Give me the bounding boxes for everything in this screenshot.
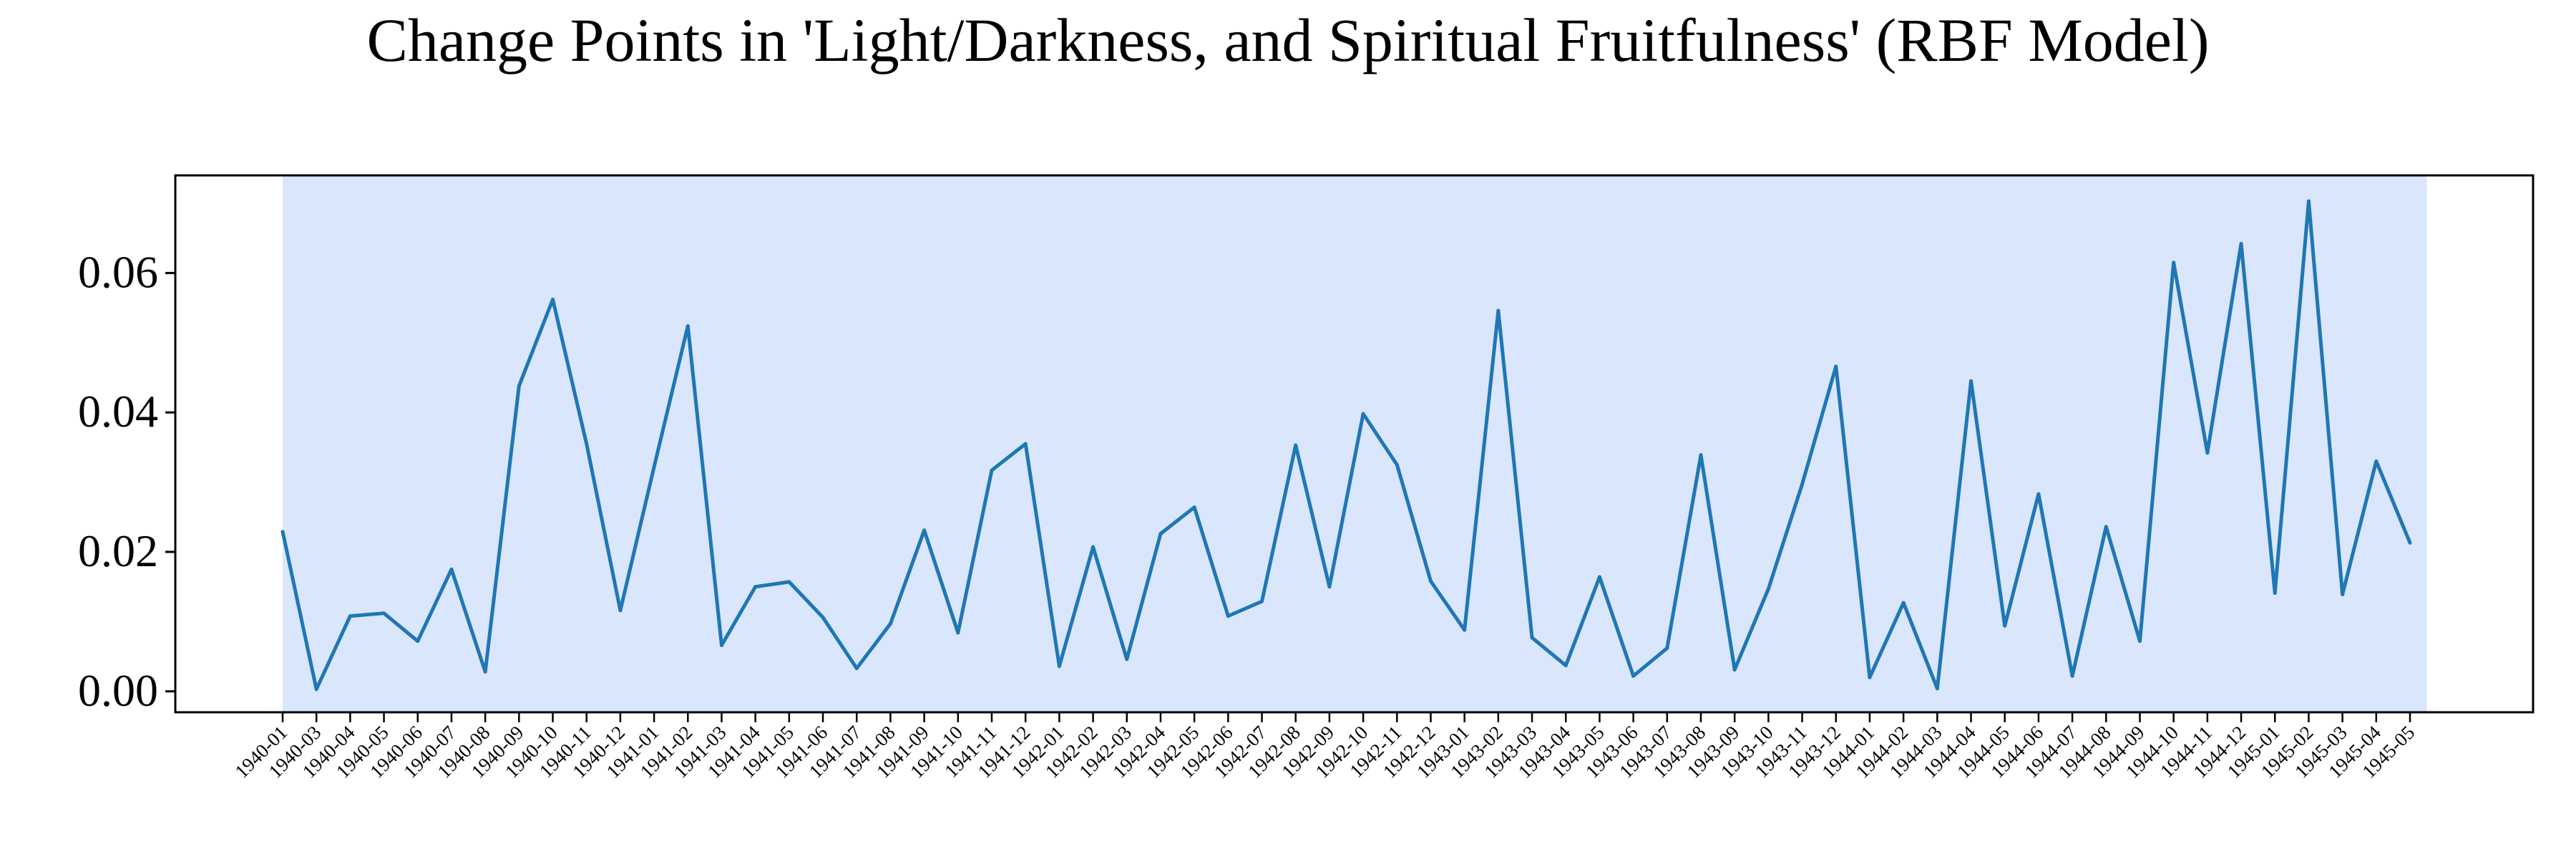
data-point xyxy=(652,465,656,469)
data-point xyxy=(719,643,723,647)
data-point xyxy=(1800,482,1805,486)
axes-frame xyxy=(174,174,2534,714)
data-point xyxy=(1023,442,1028,446)
y-tick-label: 0.06 xyxy=(78,246,158,297)
data-point xyxy=(1969,379,1974,383)
data-point xyxy=(2070,674,2074,678)
shaded-region xyxy=(283,175,2427,712)
data-point xyxy=(382,611,386,616)
data-point xyxy=(314,687,318,691)
data-point xyxy=(2003,623,2007,628)
data-point xyxy=(1631,674,1636,678)
data-point xyxy=(854,666,859,671)
data-point xyxy=(2306,199,2311,203)
series-line xyxy=(280,199,2412,691)
data-point xyxy=(618,608,623,613)
data-point xyxy=(787,580,791,584)
data-point xyxy=(1463,628,1467,632)
data-point xyxy=(686,324,690,328)
y-tick-label: 0.02 xyxy=(78,525,158,576)
data-point xyxy=(1428,579,1433,583)
data-point xyxy=(922,528,927,533)
data-point xyxy=(1395,462,1399,467)
data-point xyxy=(990,468,994,472)
data-point xyxy=(1766,587,1770,591)
plot-area: 0.000.020.040.061940-011940-031940-04194… xyxy=(78,174,2534,782)
data-point xyxy=(753,585,758,589)
data-point xyxy=(2273,591,2277,595)
data-point xyxy=(517,384,521,388)
data-point xyxy=(2341,592,2345,596)
data-point xyxy=(449,567,454,571)
data-point xyxy=(2104,525,2108,529)
data-point xyxy=(1530,636,1534,640)
data-point xyxy=(1563,664,1568,668)
data-point xyxy=(1699,453,1703,457)
data-point xyxy=(821,616,825,620)
chart-title: Change Points in 'Light/Darkness, and Sp… xyxy=(366,6,2209,74)
data-point xyxy=(1091,545,1096,549)
data-point xyxy=(1057,664,1061,669)
data-point xyxy=(2408,540,2412,545)
data-point xyxy=(416,639,420,644)
y-tick-label: 0.04 xyxy=(78,386,158,437)
data-point xyxy=(1834,364,1838,369)
data-point xyxy=(1496,309,1501,313)
data-point xyxy=(1597,575,1601,579)
data-point xyxy=(1192,505,1196,510)
data-point xyxy=(585,442,589,446)
data-point xyxy=(888,621,892,626)
data-point xyxy=(956,631,960,635)
data-point xyxy=(2036,492,2041,496)
data-point xyxy=(1327,585,1332,589)
data-point xyxy=(2137,639,2142,644)
data-point xyxy=(1665,646,1669,650)
data-point xyxy=(1125,657,1129,661)
data-point xyxy=(1294,443,1298,447)
data-point xyxy=(2205,451,2210,455)
data-point xyxy=(2172,261,2176,265)
data-point xyxy=(348,614,352,618)
data-point xyxy=(1260,599,1264,603)
data-point xyxy=(1868,675,1872,679)
data-point xyxy=(280,530,285,534)
data-point xyxy=(2374,459,2379,463)
data-point xyxy=(1158,532,1163,536)
data-point xyxy=(1732,668,1737,672)
data-point xyxy=(1901,601,1906,605)
data-point xyxy=(2239,241,2243,246)
data-point xyxy=(1935,686,1939,691)
data-point xyxy=(1361,412,1365,416)
data-point xyxy=(1226,614,1230,618)
data-point xyxy=(551,297,555,301)
y-tick-label: 0.00 xyxy=(78,665,158,716)
data-point xyxy=(483,670,487,674)
